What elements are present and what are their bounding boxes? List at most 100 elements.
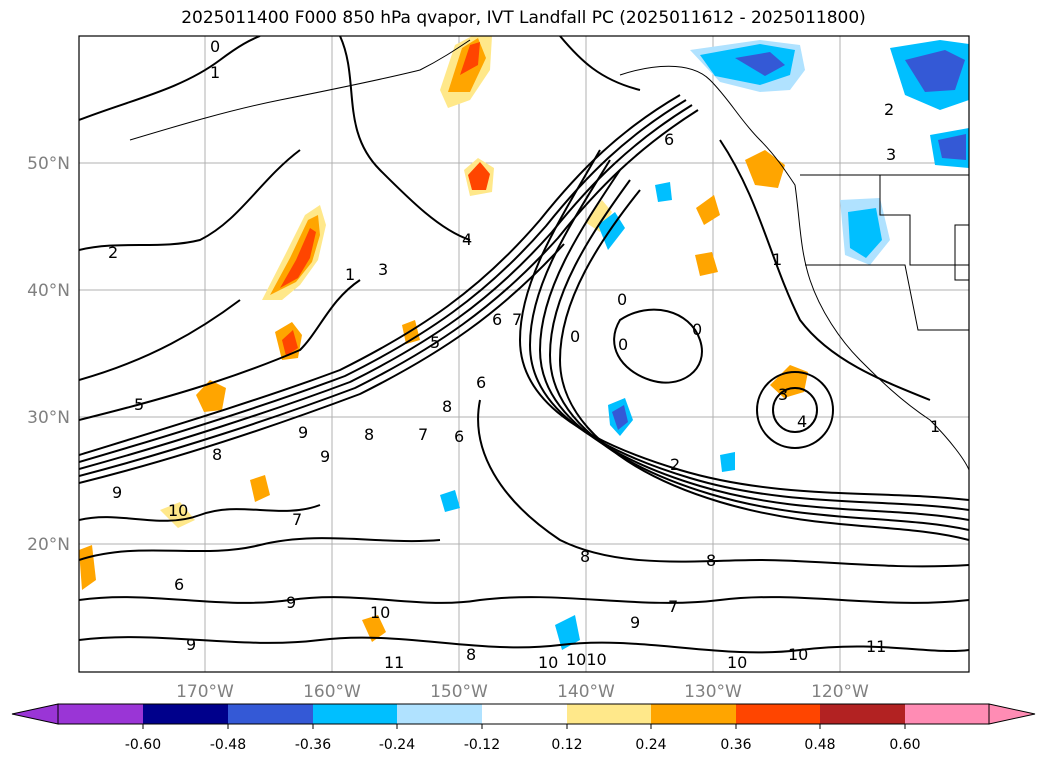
colorbar-outline xyxy=(57,703,990,725)
colorbar-tick-label: 0.36 xyxy=(720,737,751,753)
colorbar-segment xyxy=(482,704,567,724)
border-states-2 xyxy=(805,264,969,331)
contour-label: 1 xyxy=(930,417,940,436)
colorbar-tick-label: -0.60 xyxy=(125,737,161,753)
contour-label: 3 xyxy=(778,385,788,404)
contour-label: 3 xyxy=(378,260,388,279)
moisture-patch-10 xyxy=(695,252,718,276)
contour-jet-3 xyxy=(79,104,693,470)
contour-label: 1010 xyxy=(566,650,607,669)
contour-label: 2 xyxy=(108,243,118,262)
contour-label: 8 xyxy=(364,425,374,444)
dry-patch-4 xyxy=(440,490,460,512)
contour-label: 2 xyxy=(670,455,680,474)
contour-label: 6 xyxy=(476,373,486,392)
dry-patch-2 xyxy=(598,212,625,250)
contour-trough-5 xyxy=(558,189,969,541)
gridlines xyxy=(79,36,969,672)
dry-patch-alaska-peak xyxy=(735,52,785,76)
colorbar-tick-label: 0.12 xyxy=(551,737,582,753)
contour-jet-5 xyxy=(79,243,565,484)
moisture-patch-north-peak xyxy=(460,42,480,75)
lon-label-120w: 120°W xyxy=(811,682,869,702)
dry-patch-inland-core xyxy=(848,208,882,258)
contour-label: 7 xyxy=(668,597,678,616)
colorbar-segment xyxy=(397,704,482,724)
qvapor-negative-fills xyxy=(440,40,969,650)
contour-label: 9 xyxy=(320,447,330,466)
moisture-patch-6 xyxy=(770,365,808,398)
contour-label: 6 xyxy=(454,427,464,446)
longitude-labels: 170°W 160°W 150°W 140°W 130°W 120°W xyxy=(176,682,869,702)
contour-label: 0 xyxy=(210,37,220,56)
moisture-patch-3 xyxy=(196,380,226,412)
colorbar-segment xyxy=(58,704,143,724)
contour-label: 8 xyxy=(580,547,590,566)
contour-labels: 0 1 2 1 3 4 5 6 7 6 0 0 0 0 6 1 2 3 4 3 … xyxy=(108,37,940,672)
contour-low-circle-1 xyxy=(772,387,818,433)
lat-label-20n: 20°N xyxy=(27,535,70,555)
contour-label: 7 xyxy=(418,425,428,444)
contour-label: 10 xyxy=(168,501,188,520)
contour-west-2 xyxy=(79,299,241,381)
contour-south-3 xyxy=(79,636,969,654)
contour-label: 9 xyxy=(286,593,296,612)
contour-north-1 xyxy=(79,36,261,121)
lon-label-130w: 130°W xyxy=(684,682,742,702)
contour-label: 8 xyxy=(706,551,716,570)
contour-label: 7 xyxy=(292,510,302,529)
contour-label: 8 xyxy=(212,445,222,464)
moisture-patch-coast xyxy=(745,150,785,188)
colorbar: -0.60 -0.48 -0.36 -0.24 -0.12 0.12 0.24 … xyxy=(11,703,1036,753)
contour-north-2 xyxy=(339,36,471,241)
contour-label: 0 xyxy=(618,335,628,354)
latitude-labels: 50°N 40°N 30°N 20°N xyxy=(27,154,70,555)
moisture-patch-5 xyxy=(696,195,720,225)
colorbar-extend-max xyxy=(988,703,1036,725)
contour-label: 0 xyxy=(617,290,627,309)
moisture-patch-7 xyxy=(362,615,386,642)
colorbar-extend-min xyxy=(11,703,59,725)
lon-label-170w: 170°W xyxy=(176,682,234,702)
lon-label-140w: 140°W xyxy=(557,682,615,702)
contour-south-2 xyxy=(79,596,969,604)
contour-label: 7 xyxy=(512,310,522,329)
map-title: 2025011400 F000 850 hPa qvapor, IVT Land… xyxy=(181,8,866,28)
contour-label: 10 xyxy=(788,645,808,664)
contour-jet-2 xyxy=(79,99,687,463)
contour-west-3 xyxy=(79,149,301,251)
contour-label: 6 xyxy=(174,575,184,594)
contour-label: 9 xyxy=(186,635,196,654)
contour-label: 10 xyxy=(370,603,390,622)
moisture-patch-1-core xyxy=(282,330,298,356)
moisture-patch-9 xyxy=(250,475,270,502)
border-states-3 xyxy=(954,224,969,281)
contour-coast-1 xyxy=(719,139,931,401)
contour-label: 1 xyxy=(210,63,220,82)
contour-label: 0 xyxy=(692,320,702,339)
contour-label: 11 xyxy=(866,637,886,656)
dry-patch-6 xyxy=(655,182,672,202)
map-frame-border xyxy=(78,35,970,673)
colorbar-segment xyxy=(651,704,736,724)
map-frame-background xyxy=(79,36,969,672)
contour-label: 6 xyxy=(492,310,502,329)
map-content xyxy=(79,36,969,672)
dry-patch-bc-core xyxy=(938,134,966,160)
lon-label-160w: 160°W xyxy=(303,682,361,702)
coastlines xyxy=(129,39,969,471)
colorbar-tick-labels: -0.60 -0.48 -0.36 -0.24 -0.12 0.12 0.24 … xyxy=(125,737,921,753)
contour-label: 9 xyxy=(298,423,308,442)
colorbar-tick-label: -0.24 xyxy=(379,737,415,753)
contour-label: 5 xyxy=(430,333,440,352)
lat-label-30n: 30°N xyxy=(27,408,70,428)
contour-jet-4 xyxy=(79,109,699,477)
contour-label: 4 xyxy=(797,412,807,431)
contour-label: 10 xyxy=(538,653,558,672)
moisture-plume-west-peak xyxy=(280,228,316,288)
contour-label: 1 xyxy=(772,250,782,269)
coastline-north-america xyxy=(619,65,969,471)
contour-label: 2 xyxy=(884,100,894,119)
moisture-patch-2-core xyxy=(468,162,490,190)
